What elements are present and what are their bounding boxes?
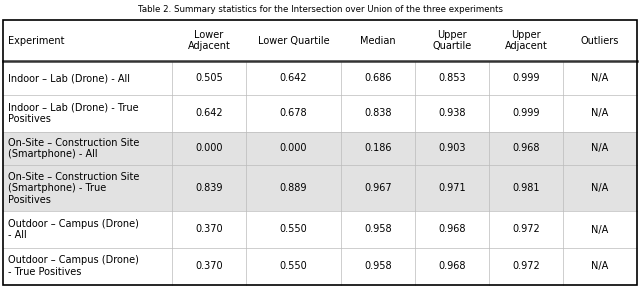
Text: 0.550: 0.550 [280, 225, 307, 234]
Text: 0.981: 0.981 [512, 183, 540, 193]
Text: 0.186: 0.186 [364, 144, 392, 153]
Text: Lower
Adjacent: Lower Adjacent [188, 30, 230, 51]
Text: 0.971: 0.971 [438, 183, 466, 193]
Text: 0.999: 0.999 [512, 73, 540, 83]
Text: 0.550: 0.550 [280, 261, 307, 271]
Text: Lower Quartile: Lower Quartile [258, 35, 330, 46]
Text: 0.903: 0.903 [438, 144, 466, 153]
Text: 0.678: 0.678 [280, 108, 307, 118]
Text: N/A: N/A [591, 73, 609, 83]
Text: 0.839: 0.839 [195, 183, 223, 193]
Text: 0.938: 0.938 [438, 108, 466, 118]
Text: Median: Median [360, 35, 396, 46]
Text: 0.000: 0.000 [280, 144, 307, 153]
Text: Upper
Quartile: Upper Quartile [433, 30, 472, 51]
Text: N/A: N/A [591, 144, 609, 153]
Text: 0.642: 0.642 [280, 73, 307, 83]
Text: On-Site – Construction Site
(Smartphone) - True
Positives: On-Site – Construction Site (Smartphone)… [8, 172, 140, 205]
Text: 0.967: 0.967 [364, 183, 392, 193]
Text: N/A: N/A [591, 183, 609, 193]
Text: Table 2. Summary statistics for the Intersection over Union of the three experim: Table 2. Summary statistics for the Inte… [138, 5, 502, 13]
Text: 0.958: 0.958 [364, 225, 392, 234]
Text: 0.968: 0.968 [438, 261, 466, 271]
Text: Experiment: Experiment [8, 35, 65, 46]
Text: Outdoor – Campus (Drone)
- All: Outdoor – Campus (Drone) - All [8, 219, 139, 240]
Text: On-Site – Construction Site
(Smartphone) - All: On-Site – Construction Site (Smartphone)… [8, 138, 140, 159]
Text: 0.972: 0.972 [512, 261, 540, 271]
Text: 0.370: 0.370 [195, 225, 223, 234]
Text: 0.958: 0.958 [364, 261, 392, 271]
Text: 0.505: 0.505 [195, 73, 223, 83]
Text: 0.853: 0.853 [438, 73, 466, 83]
Text: 0.642: 0.642 [195, 108, 223, 118]
Text: Outliers: Outliers [580, 35, 619, 46]
Text: 0.889: 0.889 [280, 183, 307, 193]
Text: 0.968: 0.968 [512, 144, 540, 153]
Text: N/A: N/A [591, 261, 609, 271]
Text: 0.972: 0.972 [512, 225, 540, 234]
Text: 0.838: 0.838 [364, 108, 392, 118]
Text: 0.999: 0.999 [512, 108, 540, 118]
Text: 0.686: 0.686 [364, 73, 392, 83]
Text: N/A: N/A [591, 225, 609, 234]
Text: Upper
Adjacent: Upper Adjacent [504, 30, 547, 51]
Text: 0.968: 0.968 [438, 225, 466, 234]
Text: Indoor – Lab (Drone) - True
Positives: Indoor – Lab (Drone) - True Positives [8, 103, 139, 124]
Text: 0.000: 0.000 [195, 144, 223, 153]
Text: N/A: N/A [591, 108, 609, 118]
Text: Outdoor – Campus (Drone)
- True Positives: Outdoor – Campus (Drone) - True Positive… [8, 256, 139, 277]
Text: 0.370: 0.370 [195, 261, 223, 271]
Text: Indoor – Lab (Drone) - All: Indoor – Lab (Drone) - All [8, 73, 131, 83]
